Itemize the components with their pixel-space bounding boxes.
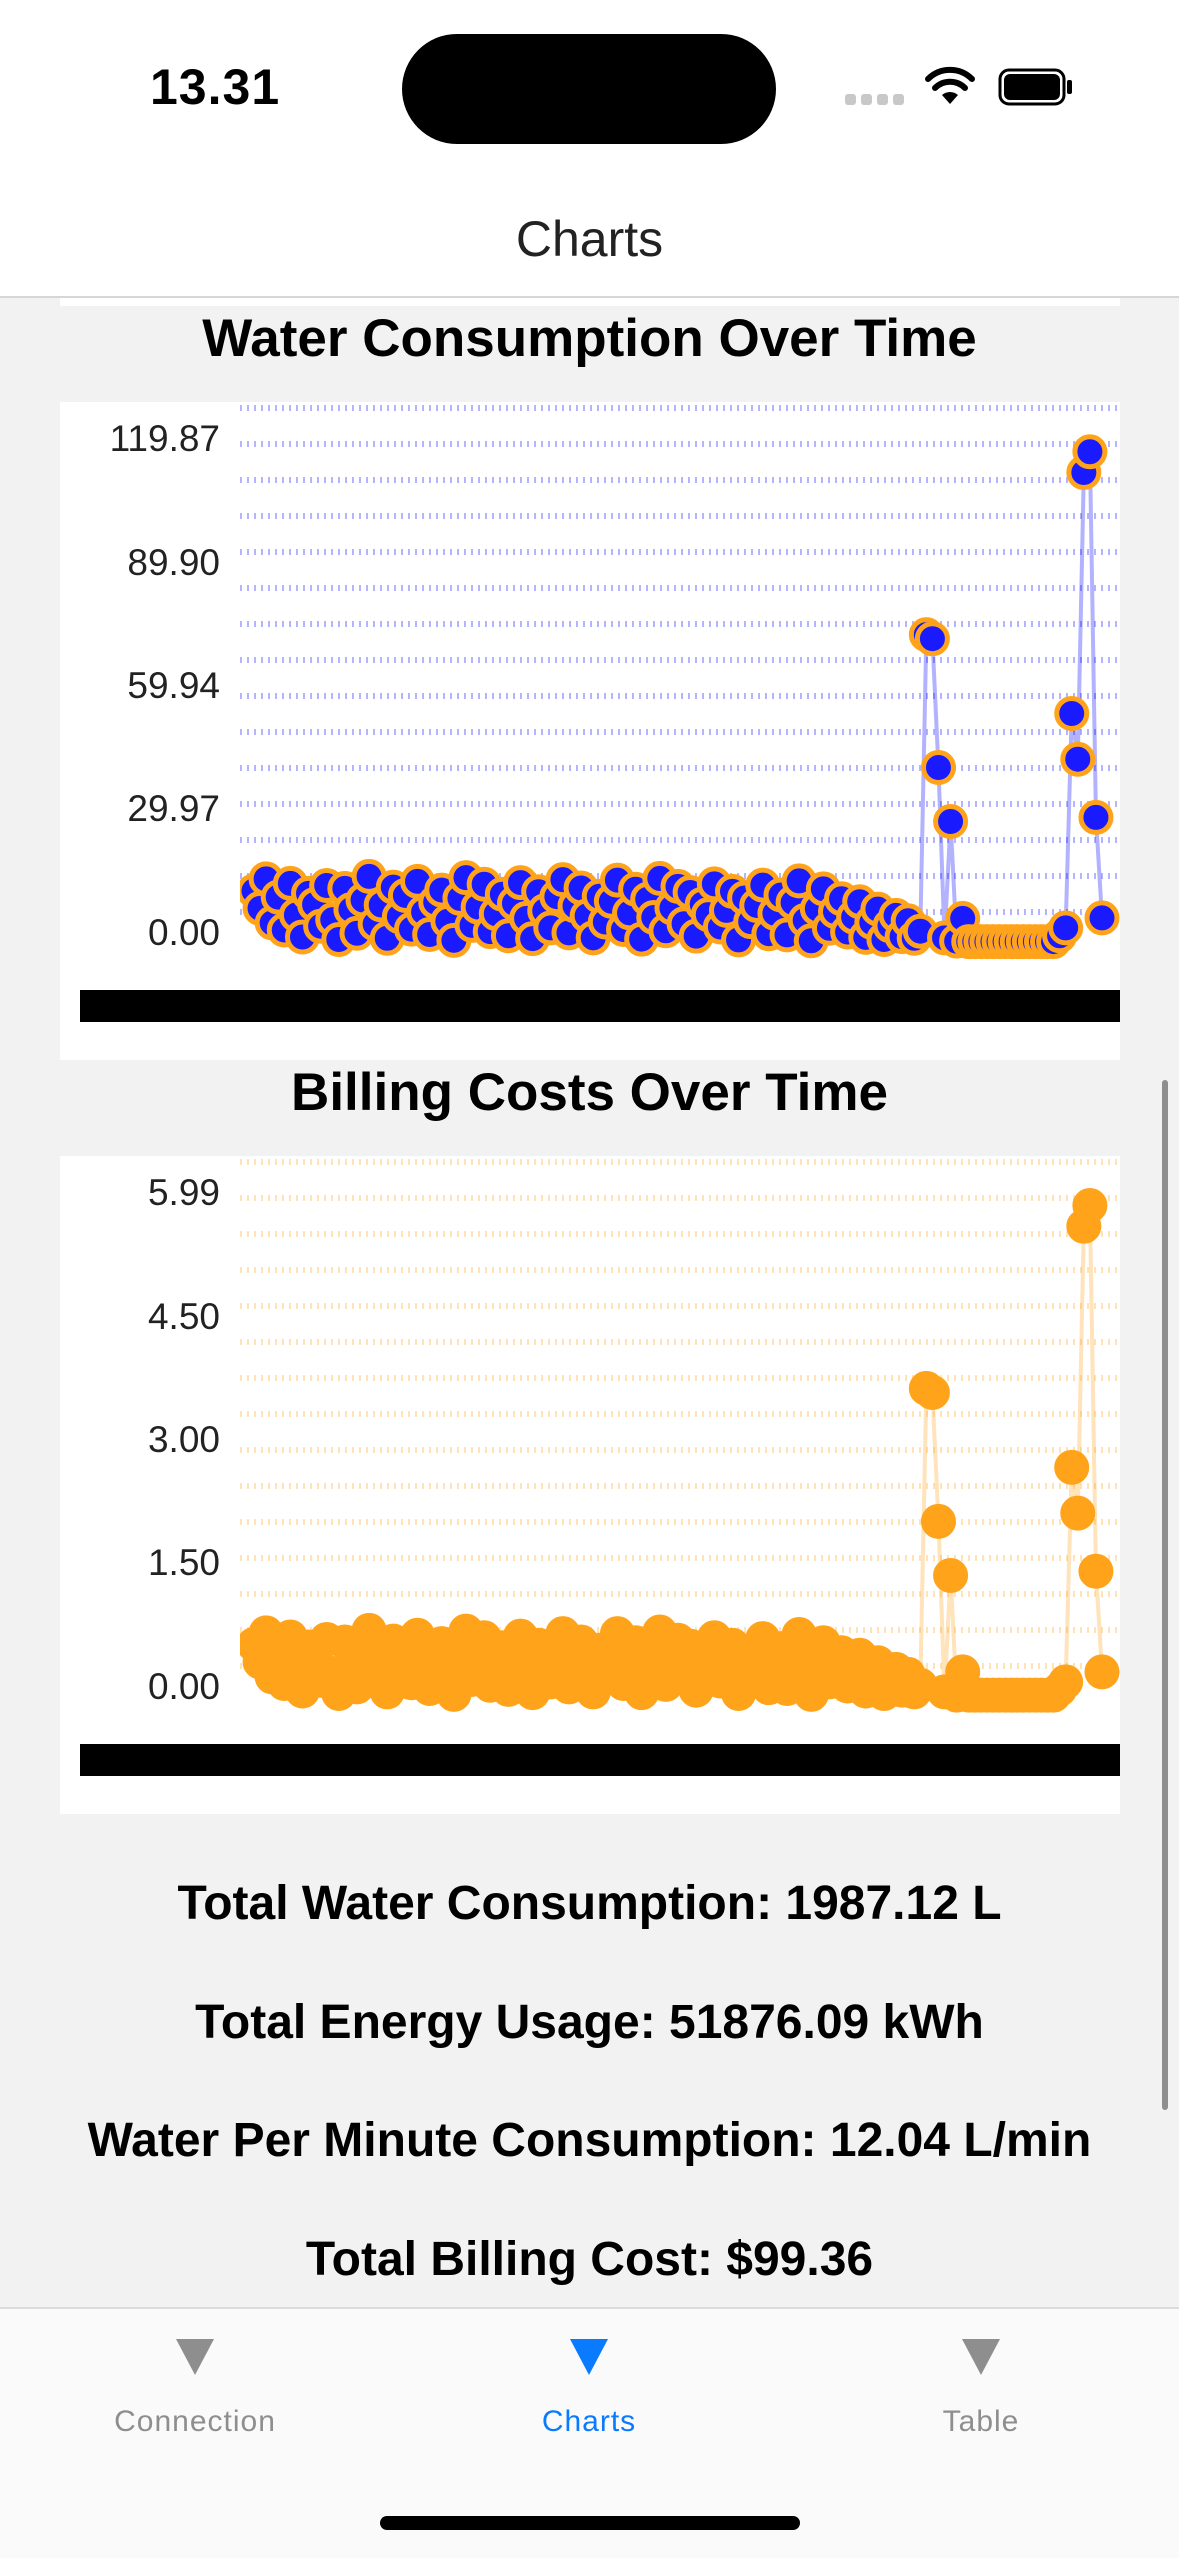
data-point (1054, 1449, 1090, 1485)
status-time: 13.31 (150, 59, 281, 115)
tab-charts[interactable]: Charts (439, 2339, 739, 2439)
x-axis-tick-labels (80, 1744, 1120, 1776)
data-point (1078, 1553, 1114, 1589)
tab-label: Charts (541, 2405, 637, 2438)
water-chart-card: 119.87 89.90 59.94 29.97 0.00 (60, 402, 1120, 1060)
data-point (914, 621, 950, 657)
y-tick-label: 0.00 (147, 1666, 220, 1707)
data-point (920, 1503, 956, 1539)
y-tick-label: 29.97 (127, 788, 220, 829)
data-point (1048, 910, 1084, 946)
navigation-bar: Charts (0, 170, 1179, 298)
y-tick-label: 5.99 (147, 1172, 220, 1213)
tab-label: Table (942, 2405, 1020, 2438)
page-title: Charts (515, 211, 664, 267)
y-tick-label: 3.00 (147, 1419, 220, 1460)
triangle-down-icon (962, 2339, 1000, 2375)
billing-chart-title: Billing Costs Over Time (291, 1063, 888, 1122)
data-point (1048, 1664, 1084, 1700)
y-tick-label: 1.50 (147, 1542, 220, 1583)
data-point (1060, 741, 1096, 777)
data-point (1084, 900, 1120, 936)
data-point (1054, 696, 1090, 732)
data-point (1072, 434, 1108, 470)
y-tick-label: 0.00 (147, 912, 220, 953)
total-water-consumption: Total Water Consumption: 1987.12 L (177, 1877, 1002, 1930)
billing-line-chart (240, 1159, 1120, 1713)
y-tick-label: 59.94 (127, 665, 220, 706)
data-point (914, 1375, 950, 1411)
cellular-signal-icon (845, 94, 905, 108)
tab-label: Connection (114, 2405, 276, 2438)
dynamic-island (402, 34, 776, 144)
status-bar: 13.31 (0, 0, 1179, 170)
data-point (1078, 799, 1114, 835)
data-point (1060, 1495, 1096, 1531)
y-tick-label: 89.90 (127, 542, 220, 583)
data-point (1084, 1654, 1120, 1690)
triangle-down-icon (570, 2339, 608, 2375)
data-point (1072, 1187, 1108, 1223)
tab-connection[interactable]: Connection (45, 2339, 345, 2439)
y-tick-label: 119.87 (109, 418, 220, 459)
water-per-minute: Water Per Minute Consumption: 12.04 L/mi… (87, 2114, 1092, 2167)
data-point (920, 750, 956, 786)
billing-chart-card: 5.99 4.50 3.00 1.50 0.00 (60, 1156, 1120, 1814)
wifi-icon (925, 66, 975, 104)
x-axis-tick-labels (80, 990, 1120, 1022)
total-energy-usage: Total Energy Usage: 51876.09 kWh (195, 1996, 984, 2049)
water-line-chart (240, 405, 1120, 960)
tab-table[interactable]: Table (831, 2339, 1131, 2439)
home-indicator (380, 2516, 800, 2530)
data-point (933, 1557, 969, 1593)
battery-icon (998, 68, 1072, 106)
water-chart-title: Water Consumption Over Time (202, 309, 977, 368)
data-point (933, 804, 969, 840)
vertical-scrollbar[interactable] (1162, 1080, 1168, 2110)
triangle-down-icon (176, 2339, 214, 2375)
y-tick-label: 4.50 (147, 1296, 220, 1337)
chart-card-top-edge (60, 298, 1120, 306)
total-billing-cost: Total Billing Cost: $99.36 (305, 2233, 874, 2286)
